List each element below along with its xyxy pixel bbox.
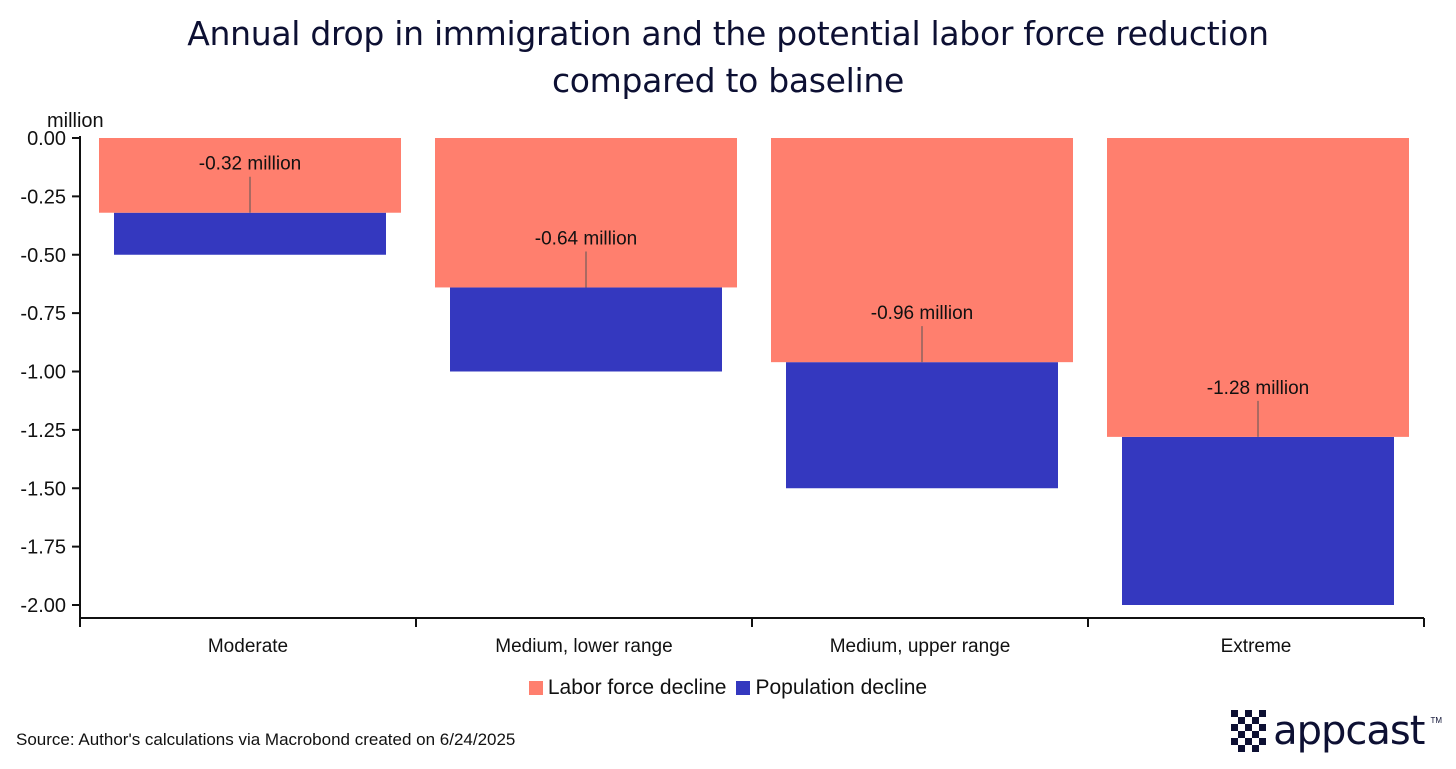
- legend-label-population: Population decline: [755, 676, 928, 699]
- legend-item-labor-force: Labor force decline: [528, 676, 727, 700]
- data-label: -0.64 million: [535, 228, 637, 249]
- y-tick-label: -1.75: [20, 537, 66, 559]
- legend-swatch-population: [736, 681, 751, 695]
- bar-labor-force-decline: [1107, 138, 1409, 437]
- legend-item-population: Population decline: [736, 676, 927, 700]
- y-tick-label: -0.50: [20, 245, 66, 267]
- y-tick-label: -0.75: [20, 303, 66, 325]
- x-tick-label: Moderate: [208, 636, 288, 657]
- y-tick-label: -0.25: [20, 186, 66, 208]
- legend-label-labor-force: Labor force decline: [547, 676, 727, 699]
- y-axis-label: million: [47, 110, 104, 132]
- appcast-logo-tm: TM: [1430, 716, 1442, 725]
- chart-title-line-1: Annual drop in immigration and the poten…: [187, 14, 1269, 53]
- chart-legend: Labor force decline Population decline: [0, 676, 1456, 700]
- y-tick-label: -1.00: [20, 362, 66, 384]
- chart-title-line-2: compared to baseline: [551, 61, 905, 100]
- source-note: Source: Author's calculations via Macrob…: [16, 730, 516, 749]
- y-tick-label: -1.50: [20, 478, 66, 500]
- bar-labor-force-decline: [771, 138, 1073, 363]
- appcast-logo: appcast TM: [1231, 708, 1442, 754]
- bar-population-decline: [114, 212, 386, 255]
- y-tick-label: 0.00: [27, 128, 66, 150]
- appcast-logo-icon: [1231, 710, 1267, 752]
- data-label: -0.32 million: [199, 154, 301, 175]
- legend-swatch-labor-force: [528, 681, 543, 695]
- data-label: -1.28 million: [1207, 378, 1309, 399]
- data-label: -0.96 million: [871, 303, 973, 324]
- chart-title: Annual drop in immigration and the poten…: [0, 10, 1456, 104]
- x-tick-label: Medium, lower range: [495, 636, 672, 657]
- bar-population-decline: [450, 287, 722, 372]
- y-tick-label: -2.00: [20, 595, 66, 617]
- x-tick-label: Extreme: [1221, 636, 1292, 657]
- bar-population-decline: [1122, 436, 1394, 605]
- appcast-logo-text: appcast: [1273, 708, 1425, 754]
- y-tick-label: -1.25: [20, 420, 66, 442]
- x-tick-label: Medium, upper range: [830, 636, 1011, 657]
- bar-population-decline: [786, 362, 1058, 489]
